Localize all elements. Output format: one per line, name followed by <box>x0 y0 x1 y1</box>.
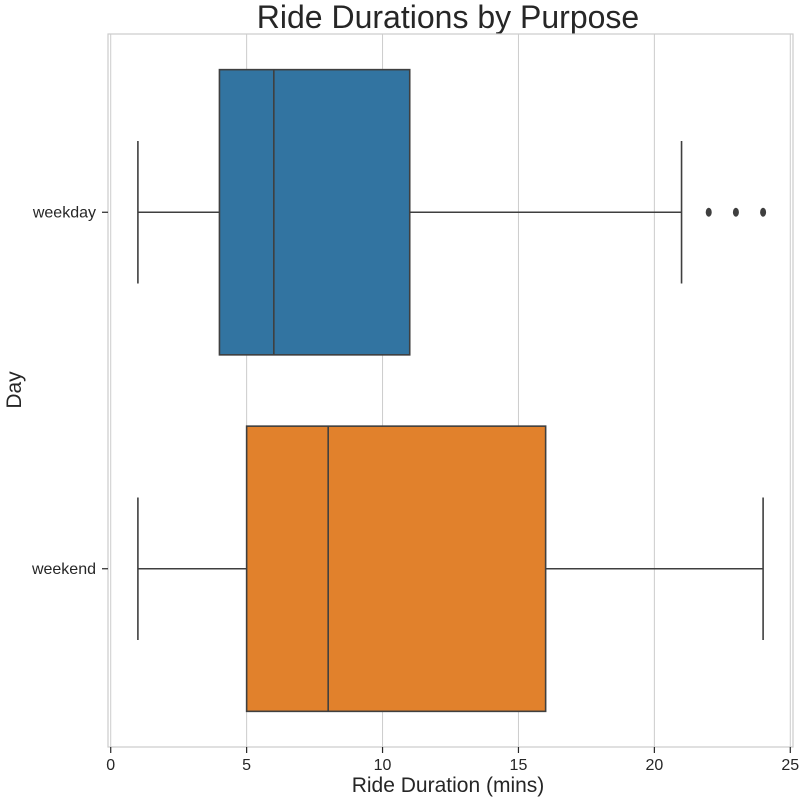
y-tick-label: weekend <box>31 561 96 578</box>
outlier-point <box>705 207 712 217</box>
iqr-box <box>218 68 411 356</box>
box-layer <box>137 68 767 713</box>
box-weekday <box>137 68 767 356</box>
x-tick-label: 25 <box>781 757 799 774</box>
chart-title: Ride Durations by Purpose <box>257 0 639 35</box>
x-tick-label: 20 <box>645 757 663 774</box>
tick-layer: 0 5 10 15 20 25 weekday weekend <box>31 204 799 774</box>
x-tick-label: 10 <box>374 757 392 774</box>
plot-frame <box>107 33 794 748</box>
x-tick-label: 5 <box>242 757 251 774</box>
x-axis-label: Ride Duration (mins) <box>352 774 545 797</box>
y-tick-label: weekday <box>32 204 96 221</box>
iqr-box <box>245 425 547 713</box>
outlier-point <box>760 207 767 217</box>
y-axis-label: Day <box>3 371 26 409</box>
box-weekend <box>137 425 764 713</box>
x-tick-label: 15 <box>510 757 528 774</box>
x-tick-label: 0 <box>106 757 115 774</box>
outlier-point <box>732 207 739 217</box>
